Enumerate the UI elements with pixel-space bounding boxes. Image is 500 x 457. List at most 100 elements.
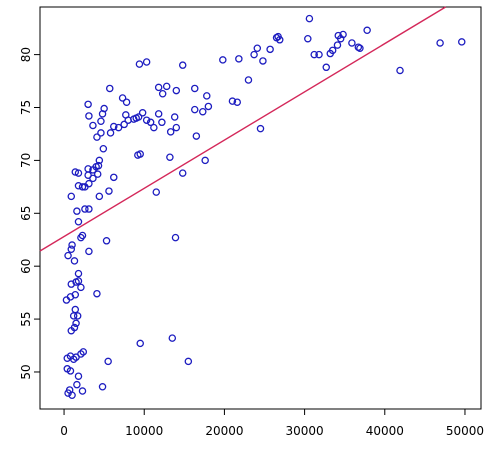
data-point	[67, 192, 76, 201]
data-point	[95, 156, 104, 165]
data-point	[66, 367, 75, 375]
data-point	[253, 44, 262, 53]
x-tick-label: 10000	[125, 424, 163, 438]
data-point	[85, 205, 93, 213]
data-point	[93, 133, 101, 141]
data-point	[71, 305, 80, 314]
y-tick-label: 55	[19, 311, 33, 326]
data-point	[396, 66, 404, 75]
data-point	[89, 121, 97, 130]
data-point	[333, 41, 342, 49]
data-point	[136, 339, 144, 348]
data-point	[274, 32, 282, 41]
data-point	[436, 39, 444, 47]
data-point	[85, 247, 93, 256]
y-tick-label: 65	[19, 206, 33, 221]
data-point	[64, 251, 72, 260]
data-point	[81, 205, 89, 213]
data-point	[74, 277, 83, 285]
data-point	[73, 207, 81, 215]
data-point	[142, 116, 151, 124]
data-point	[67, 245, 76, 254]
data-point	[315, 50, 323, 59]
data-point	[256, 124, 265, 133]
data-point	[73, 380, 81, 389]
x-tick-label: 50000	[446, 424, 484, 438]
y-tick-label: 70	[19, 153, 33, 168]
data-point	[146, 118, 155, 127]
data-point	[363, 26, 371, 35]
data-point	[178, 61, 187, 69]
data-point	[106, 129, 115, 137]
data-point	[168, 334, 177, 342]
data-point	[250, 50, 258, 59]
data-point	[79, 348, 88, 356]
data-point	[118, 94, 127, 102]
data-point	[70, 257, 79, 265]
data-point	[233, 98, 241, 106]
data-point	[328, 46, 337, 55]
data-point	[97, 117, 105, 126]
data-point	[259, 57, 267, 65]
data-point	[201, 156, 209, 165]
data-point	[135, 60, 144, 68]
data-points	[62, 14, 466, 399]
data-point	[69, 312, 78, 320]
data-point	[192, 132, 201, 140]
data-point	[93, 289, 101, 298]
data-point	[95, 192, 104, 201]
data-point	[71, 168, 80, 176]
data-point	[158, 118, 166, 127]
data-point	[166, 153, 174, 161]
data-point	[199, 107, 207, 116]
data-point	[203, 92, 211, 100]
data-point	[89, 174, 97, 183]
data-point	[356, 44, 364, 53]
data-point	[78, 231, 87, 240]
data-point	[158, 89, 167, 98]
data-point	[134, 151, 142, 159]
y-tick-label: 50	[19, 364, 33, 379]
data-point	[322, 63, 330, 72]
data-point	[310, 50, 318, 59]
data-point	[84, 100, 92, 109]
data-point	[110, 122, 118, 131]
y-tick-label: 80	[19, 47, 33, 62]
x-tick-label: 30000	[286, 424, 324, 438]
data-point	[152, 188, 161, 196]
data-point	[73, 312, 82, 320]
data-point	[305, 14, 314, 23]
data-point	[100, 104, 108, 113]
data-point	[172, 86, 181, 95]
data-point	[184, 357, 193, 366]
data-point	[204, 102, 213, 111]
y-tick-label: 75	[19, 100, 33, 115]
data-point	[244, 76, 253, 84]
data-point	[334, 31, 343, 40]
x-tick-label: 20000	[205, 424, 243, 438]
y-axis: 50 55 60 65 70 75 80	[19, 47, 40, 380]
data-point	[70, 323, 79, 332]
data-point	[68, 391, 76, 399]
data-point	[138, 109, 147, 117]
data-point	[84, 165, 92, 173]
data-point	[154, 83, 163, 92]
x-tick-label: 40000	[366, 424, 404, 438]
data-point	[72, 319, 80, 328]
data-point	[120, 120, 128, 129]
data-point	[122, 98, 131, 106]
data-point	[74, 269, 83, 278]
data-point	[102, 237, 111, 245]
data-point	[114, 123, 123, 132]
data-point	[348, 39, 356, 47]
data-point	[178, 169, 187, 177]
data-point	[304, 34, 312, 43]
data-point	[97, 129, 105, 137]
data-point	[154, 110, 163, 118]
data-point	[78, 387, 87, 395]
data-point	[106, 84, 114, 93]
data-point	[219, 56, 227, 64]
data-point	[134, 113, 143, 121]
regression-line	[39, 6, 446, 252]
x-tick-label: 0	[60, 424, 68, 438]
